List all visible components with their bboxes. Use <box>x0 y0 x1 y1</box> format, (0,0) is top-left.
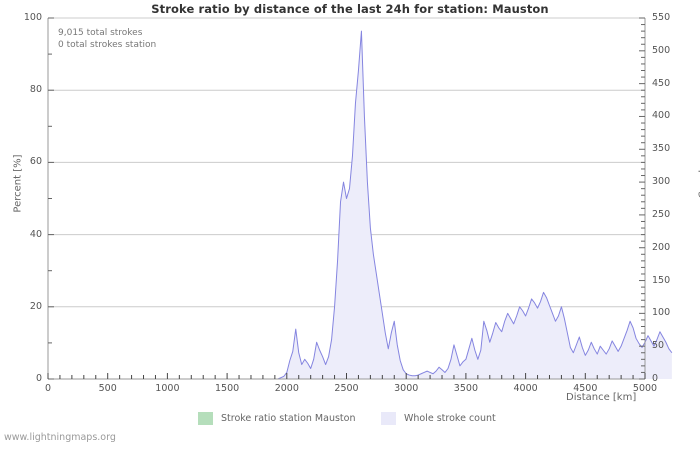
x-axis-tick: 3500 <box>453 383 478 394</box>
x-axis-tick: 3000 <box>394 383 419 394</box>
legend-label-whole-stroke-count: Whole stroke count <box>404 412 496 424</box>
x-axis-tick: 1000 <box>155 383 180 394</box>
legend-label-stroke-ratio: Stroke ratio station Mauston <box>221 412 356 424</box>
x-axis-tick: 5000 <box>632 383 658 394</box>
y-axis-right-tick: 350 <box>652 143 671 155</box>
annotation-total-strokes-station: 0 total strokes station <box>58 40 157 50</box>
y-axis-right-tick: 400 <box>652 110 671 122</box>
y-axis-right-tick: 150 <box>652 274 671 286</box>
y-axis-left-tick: 40 <box>29 228 42 240</box>
chart-legend: Stroke ratio station Mauston Whole strok… <box>0 409 700 429</box>
y-axis-left-tick: 80 <box>29 84 42 96</box>
y-axis-right-tick: 500 <box>652 44 671 56</box>
legend-swatch-whole-stroke-count <box>381 411 396 425</box>
x-axis-tick: 2500 <box>334 383 359 394</box>
watermark: www.lightningmaps.org <box>4 432 116 443</box>
y-axis-left-label: Percent [%] <box>12 154 24 213</box>
y-axis-left-tick: 20 <box>29 300 42 312</box>
y-axis-right-tick: 200 <box>652 241 671 253</box>
area-series-whole-stroke-count <box>48 30 673 380</box>
x-axis-tick: 500 <box>98 383 117 394</box>
y-axis-left-tick: 60 <box>29 156 42 168</box>
chart-title: Stroke ratio by distance of the last 24h… <box>151 2 549 16</box>
y-axis-right-tick: 100 <box>652 307 671 319</box>
annotation-total-strokes: 9,015 total strokes <box>58 28 143 38</box>
y-axis-right-tick: 50 <box>652 340 665 352</box>
y-axis-left-tick: 100 <box>23 12 42 23</box>
x-axis-tick: 0 <box>44 383 52 394</box>
y-axis-right-tick: 550 <box>652 12 671 23</box>
x-axis-tick: 4000 <box>513 383 538 394</box>
legend-item-whole-stroke-count[interactable]: Whole stroke count <box>381 409 496 427</box>
x-axis-label: Distance [km] <box>566 392 637 403</box>
x-axis-tick: 4500 <box>573 383 598 394</box>
axis-lines-and-ticks <box>47 17 646 380</box>
y-axis-right-tick: 450 <box>652 77 671 89</box>
y-axis-left-tick: 0 <box>35 373 42 384</box>
chart-annotation: 9,015 total strokes 0 total strokes stat… <box>58 27 156 51</box>
legend-swatch-stroke-ratio <box>198 411 213 425</box>
x-axis-tick: 2000 <box>274 383 299 394</box>
y-axis-right-tick: 300 <box>652 176 671 188</box>
x-axis-tick: 1500 <box>215 383 240 394</box>
y-axis-right-tick: 0 <box>652 373 659 384</box>
legend-item-stroke-ratio[interactable]: Stroke ratio station Mauston <box>198 409 355 427</box>
y-axis-right-tick: 250 <box>652 208 671 220</box>
